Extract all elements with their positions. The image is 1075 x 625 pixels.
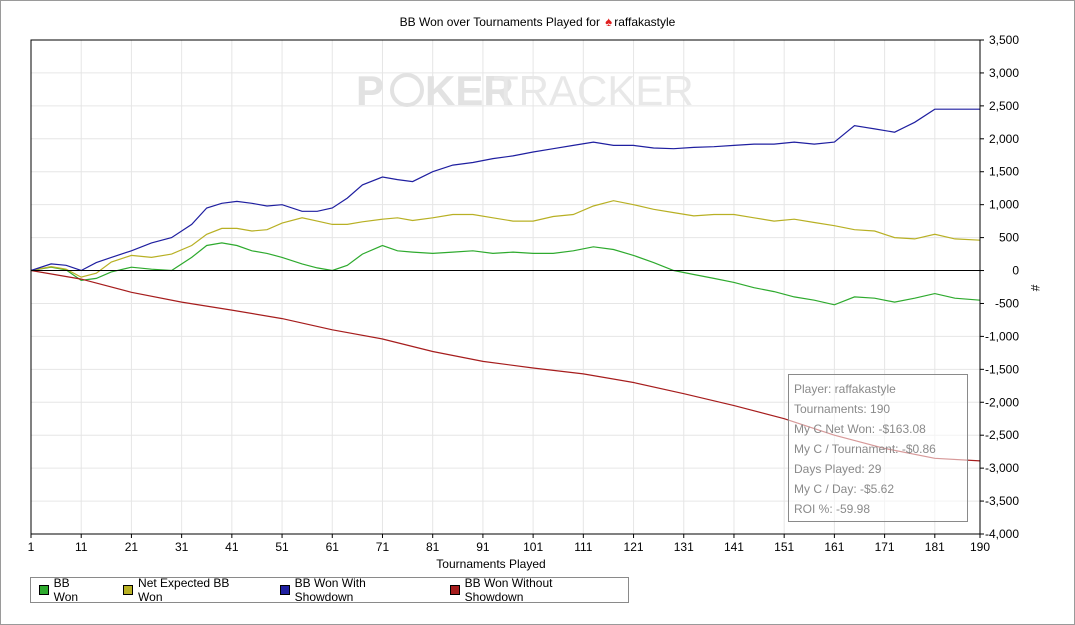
- y-tick-label: 1,500: [989, 165, 1019, 179]
- x-tick-label: 31: [175, 540, 189, 554]
- x-tick-label: 11: [75, 540, 88, 554]
- y-tick-label: -3,000: [985, 461, 1019, 475]
- legend-swatch-net-expected: [123, 585, 134, 595]
- x-tick-label: 190: [970, 540, 990, 554]
- watermark-part2: KER: [425, 67, 514, 114]
- y-tick-label: 500: [999, 231, 1019, 245]
- y-tick-label: -1,500: [985, 362, 1019, 376]
- series-line-net-expected: [30, 200, 981, 278]
- chart-title: BB Won over Tournaments Played for ♠ raff…: [0, 14, 1075, 29]
- plot-area: [30, 39, 981, 535]
- x-tick-label: 101: [523, 540, 543, 554]
- chart-title-prefix: BB Won over Tournaments Played for: [399, 15, 600, 29]
- pokertracker-watermark: P KER TRACKER: [356, 67, 694, 114]
- player-stats-box: Player: raffakastyle Tournaments: 190 My…: [788, 374, 968, 522]
- legend-label-bb-won: BB Won: [53, 576, 79, 604]
- y-tick-label: -4,000: [985, 527, 1019, 541]
- y-tick-label: 2,500: [989, 99, 1019, 113]
- x-tick-label: 71: [376, 540, 390, 554]
- stat-roi: ROI %: -59.98: [794, 502, 871, 516]
- y-axis: 3,500 3,000 2,500 2,000 1,500 1,000 500 0 -500 -1…: [980, 33, 1019, 541]
- legend-label-with-showdown: BB Won With Showdown: [294, 576, 366, 604]
- spade-icon: ♠: [605, 14, 613, 29]
- chart-title-player: raffakastyle: [614, 15, 676, 29]
- legend-item-with-showdown[interactable]: BB Won With Showdown: [279, 576, 422, 604]
- stat-tournaments: Tournaments: 190: [794, 402, 891, 416]
- x-tick-label: 91: [476, 540, 490, 554]
- x-axis: 1 11 21 31 41 51 61 71 81 91 101 111 121 131 141 151 161…: [28, 534, 990, 554]
- watermark-part3: TRACKER: [493, 67, 694, 114]
- x-tick-label: 81: [426, 540, 440, 554]
- stat-net-won: My C Net Won: -$163.08: [794, 422, 926, 436]
- legend-item-without-showdown[interactable]: BB Won Without Showdown: [450, 576, 608, 604]
- y-tick-label: -3,500: [985, 494, 1019, 508]
- stat-per-tournament: My C / Tournament: -$0.86: [794, 442, 936, 456]
- watermark-part1: P: [356, 67, 384, 114]
- series-line-bb-won: [30, 242, 981, 306]
- y-tick-label: -2,500: [985, 428, 1019, 442]
- y-axis-label: #: [1028, 285, 1042, 292]
- legend-swatch-with-showdown: [279, 585, 290, 595]
- x-tick-label: 51: [275, 540, 289, 554]
- x-tick-label: 111: [574, 540, 593, 554]
- y-tick-label: 1,000: [989, 198, 1019, 212]
- y-tick-label: -2,000: [985, 395, 1019, 409]
- legend-swatch-without-showdown: [450, 585, 460, 595]
- stat-days-played: Days Played: 29: [794, 462, 882, 476]
- x-tick-label: 141: [724, 540, 744, 554]
- watermark-chip-icon: [390, 73, 424, 107]
- y-tick-label: -1,000: [985, 329, 1019, 343]
- series-line-with-showdown: [30, 108, 980, 272]
- legend-label-without-showdown: BB Won Without Showdown: [464, 576, 553, 604]
- x-tick-label: 41: [225, 540, 239, 554]
- x-tick-label: 61: [326, 540, 340, 554]
- y-tick-label: 3,000: [989, 66, 1019, 80]
- y-tick-label: 3,500: [989, 33, 1019, 47]
- x-tick-label: 161: [824, 540, 844, 554]
- legend-item-net-expected[interactable]: Net Expected BB Won: [123, 576, 252, 604]
- x-axis-label: Tournaments Played: [436, 557, 545, 571]
- chart-legend: BB Won Net Expected BB Won BB Won With S…: [30, 576, 629, 604]
- y-tick-label: 2,000: [989, 132, 1019, 146]
- legend-item-bb-won[interactable]: BB Won: [39, 576, 95, 604]
- legend-label-net-expected: Net Expected BB Won: [138, 576, 230, 604]
- stat-per-day: My C / Day: -$5.62: [794, 482, 895, 496]
- stat-player: Player: raffakastyle: [794, 382, 896, 396]
- x-tick-label: 171: [875, 540, 895, 554]
- x-tick-label: 181: [925, 540, 945, 554]
- x-tick-label: 131: [674, 540, 694, 554]
- y-tick-label: -500: [995, 296, 1019, 310]
- legend-swatch-bb-won: [39, 585, 49, 595]
- x-tick-label: 121: [624, 540, 644, 554]
- x-tick-label: 21: [125, 540, 139, 554]
- x-tick-label: 151: [774, 540, 794, 554]
- y-tick-label: 0: [1012, 264, 1019, 278]
- x-tick-label: 1: [28, 540, 35, 554]
